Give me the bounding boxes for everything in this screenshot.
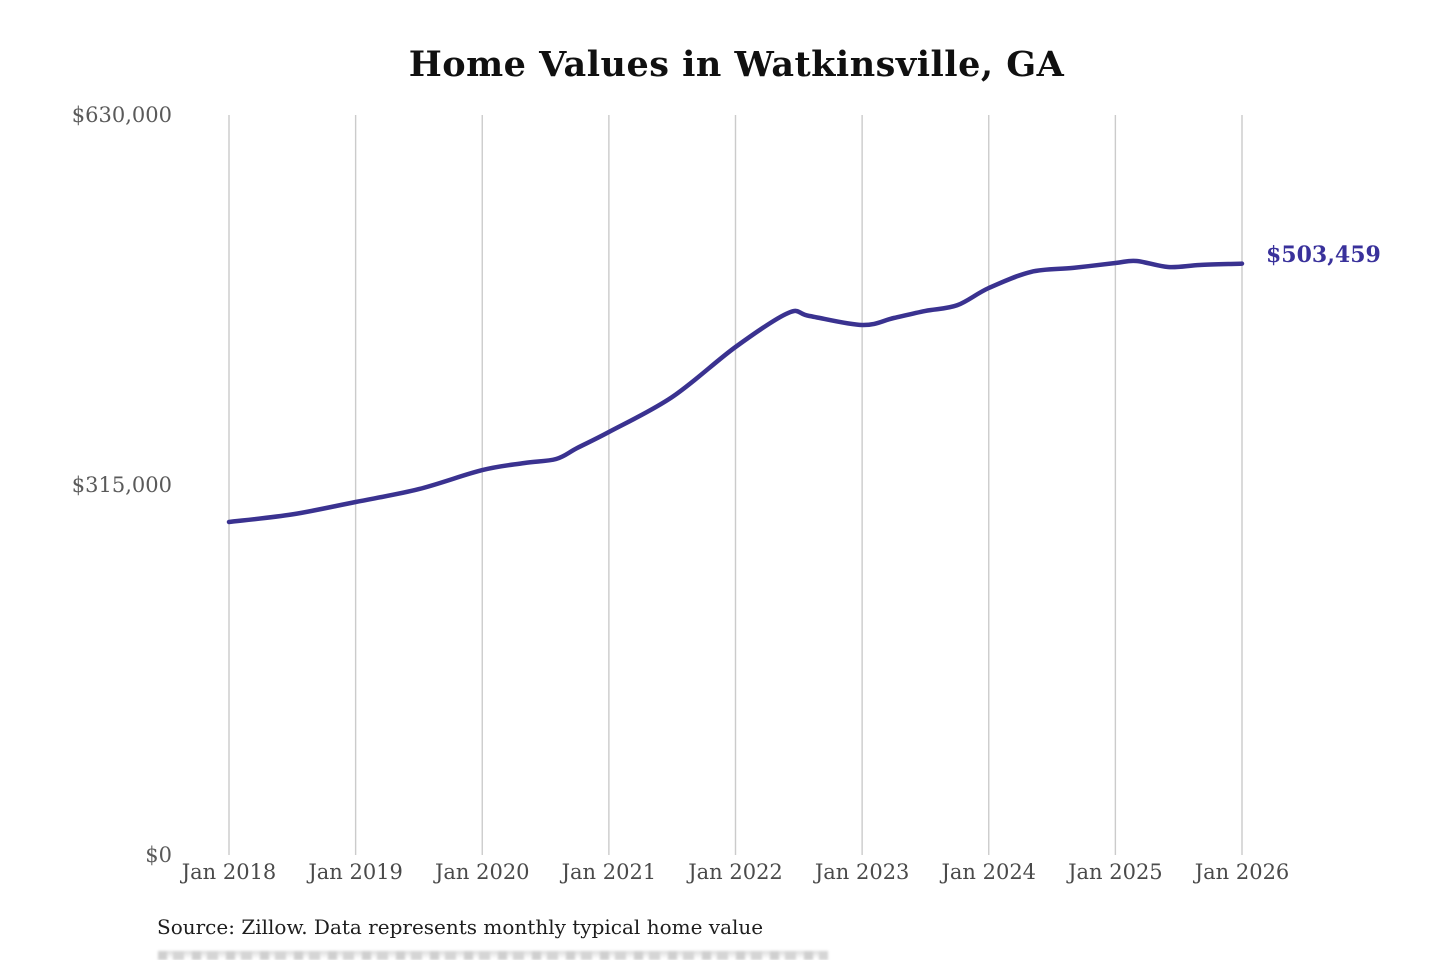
- x-axis-tick-label: Jan 2018: [181, 860, 277, 884]
- chart-title: Home Values in Watkinsville, GA: [408, 44, 1065, 85]
- y-axis-tick-label: $315,000: [71, 473, 172, 497]
- y-axis-tick-label: $0: [145, 843, 172, 867]
- x-axis-tick-label: Jan 2021: [561, 860, 657, 884]
- source-note: Source: Zillow. Data represents monthly …: [157, 915, 764, 939]
- y-axis-tick-label: $630,000: [71, 103, 172, 127]
- x-axis-tick-label: Jan 2024: [941, 860, 1037, 884]
- x-axis-tick-label: Jan 2023: [814, 860, 910, 884]
- latest-value-label: $503,459: [1266, 242, 1381, 268]
- x-axis-tick-label: Jan 2022: [688, 860, 783, 884]
- home-value-line: [226, 258, 1245, 525]
- x-axis-tick-label: Jan 2020: [434, 860, 530, 884]
- gridlines: [228, 115, 1243, 855]
- x-axis-tick-label: Jan 2026: [1194, 860, 1290, 884]
- x-axis-tick-label: Jan 2019: [308, 860, 403, 884]
- x-axis-tick-label: Jan 2025: [1068, 860, 1163, 884]
- cropped-text-line: [158, 951, 828, 960]
